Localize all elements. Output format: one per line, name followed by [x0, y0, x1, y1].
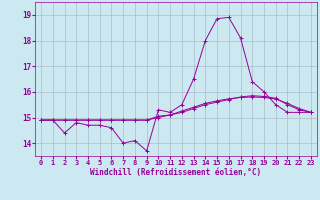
X-axis label: Windchill (Refroidissement éolien,°C): Windchill (Refroidissement éolien,°C)	[91, 168, 261, 177]
